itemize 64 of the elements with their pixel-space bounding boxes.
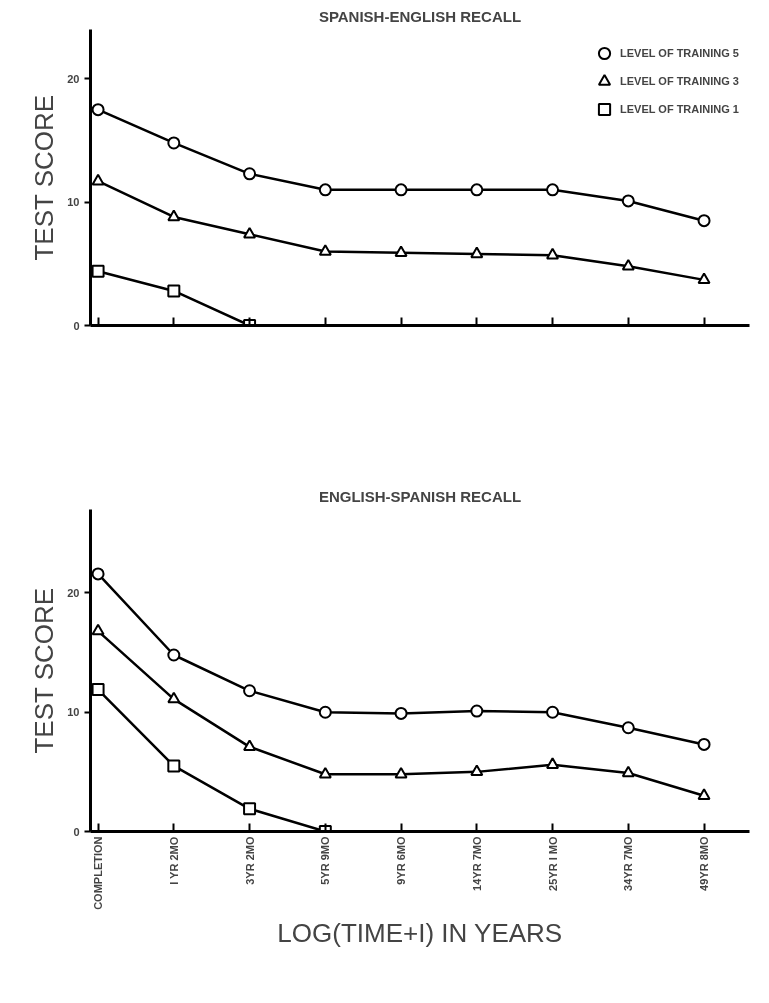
point: [167, 136, 181, 150]
point: [167, 691, 181, 704]
point: [167, 209, 181, 222]
point: [394, 706, 408, 720]
point: [697, 214, 711, 228]
point: [621, 258, 635, 271]
point: [318, 705, 332, 719]
point: [546, 757, 560, 769]
point: [621, 721, 635, 735]
point: [697, 272, 711, 285]
x-axis-title: LOG(TIME+I) IN YEARS: [277, 917, 563, 948]
chart-title: SPANISH-ENGLISH RECALL: [318, 7, 522, 25]
point: [91, 567, 105, 581]
legend-label: LEVEL OF TRAINING 5: [620, 47, 739, 59]
point: [394, 183, 408, 197]
x-tick-label: 49YR 8MO: [698, 836, 711, 891]
x-tick-label: I YR 2MO: [167, 836, 180, 885]
point: [394, 766, 408, 779]
x-tick-label: 34YR 7MO: [622, 836, 635, 891]
point: [243, 167, 257, 181]
x-tick-label: 25YR I MO: [546, 836, 559, 891]
point: [394, 245, 408, 257]
point: [470, 704, 484, 718]
x-tick-label: 3YR 2MO: [243, 836, 256, 885]
point: [91, 173, 105, 186]
y-tick-label: 20: [67, 586, 80, 599]
legend-label: LEVEL OF TRAINING 3: [620, 75, 739, 87]
point: [91, 683, 105, 697]
point: [546, 247, 560, 260]
point: [621, 194, 635, 208]
point: [243, 739, 257, 751]
point: [91, 103, 105, 117]
point: [697, 737, 711, 751]
point: [91, 264, 105, 278]
y-axis-title: TEST SCORE: [29, 94, 60, 261]
point: [91, 623, 105, 636]
x-tick-label: 5YR 9MO: [319, 836, 332, 885]
y-tick-label: 0: [73, 319, 80, 332]
point: [318, 766, 332, 779]
point: [546, 183, 560, 197]
y-tick-label: 10: [67, 196, 80, 209]
point: [470, 246, 484, 259]
point: [318, 183, 332, 197]
x-tick-label: 14YR 7MO: [470, 836, 483, 891]
chart-title: ENGLISH-SPANISH RECALL: [318, 487, 522, 505]
point: [167, 759, 181, 773]
point: [470, 183, 484, 197]
y-tick-label: 10: [67, 706, 80, 719]
x-tick-label: COMPLETION: [92, 836, 105, 910]
point: [470, 764, 484, 777]
y-tick-label: 0: [73, 825, 80, 838]
point: [318, 244, 332, 256]
point: [697, 788, 711, 800]
legend-label: LEVEL OF TRAINING 1: [620, 103, 739, 115]
point: [546, 705, 560, 719]
point: [243, 802, 257, 816]
point: [167, 648, 181, 662]
x-tick-label: 9YR 6MO: [395, 836, 408, 885]
point: [243, 226, 257, 239]
y-axis-title: TEST SCORE: [29, 587, 60, 754]
y-tick-label: 20: [67, 72, 80, 85]
point: [243, 684, 257, 698]
point: [167, 284, 181, 298]
point: [621, 765, 635, 778]
